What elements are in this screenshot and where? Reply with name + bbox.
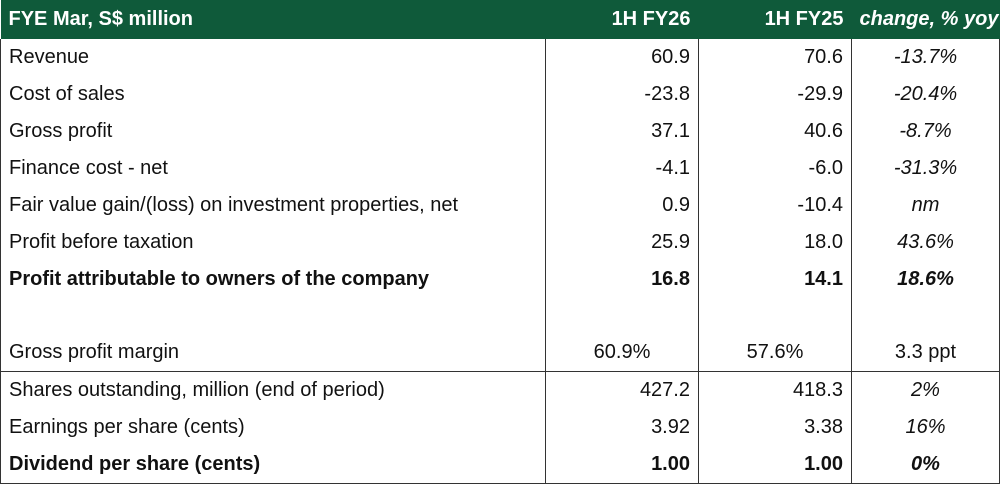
row-value-fy26: 3.92: [545, 409, 699, 446]
row-value-fy25: 57.6%: [698, 334, 852, 372]
row-value-fy26: -23.8: [545, 76, 699, 113]
table-row: Profit attributable to owners of the com…: [0, 261, 1000, 298]
table-row: Earnings per share (cents) 3.92 3.38 16%: [0, 409, 1000, 446]
row-value-fy25: 40.6: [698, 113, 852, 150]
row-change: 3.3 ppt: [851, 334, 1000, 372]
row-change: 2%: [851, 371, 1000, 409]
spacer-row: [0, 298, 1000, 334]
row-value-fy25: 70.6: [698, 39, 852, 76]
table-row: Profit before taxation 25.9 18.0 43.6%: [0, 224, 1000, 261]
row-label: Revenue: [0, 39, 546, 76]
header-1h-fy25: 1H FY25: [764, 8, 844, 30]
row-value-fy26: 37.1: [545, 113, 699, 150]
row-value-fy26: -4.1: [545, 150, 699, 187]
table-row: Gross profit 37.1 40.6 -8.7%: [0, 113, 1000, 150]
row-value-fy26: 60.9%: [545, 334, 699, 372]
row-label: Profit attributable to owners of the com…: [0, 261, 546, 298]
row-change: -8.7%: [851, 113, 1000, 150]
row-value-fy25: 1.00: [698, 446, 852, 484]
row-label: Earnings per share (cents): [0, 409, 546, 446]
table-row: Dividend per share (cents) 1.00 1.00 0%: [0, 446, 1000, 484]
row-value-fy26: 16.8: [545, 261, 699, 298]
row-value-fy26: 1.00: [545, 446, 699, 484]
table-row: Revenue 60.9 70.6 -13.7%: [0, 39, 1000, 76]
row-value-fy25: 14.1: [698, 261, 852, 298]
table-row: Shares outstanding, million (end of peri…: [0, 371, 1000, 409]
row-label: Finance cost - net: [0, 150, 546, 187]
row-label: Fair value gain/(loss) on investment pro…: [0, 187, 546, 224]
row-change: -31.3%: [851, 150, 1000, 187]
row-change: 43.6%: [851, 224, 1000, 261]
row-change: nm: [851, 187, 1000, 224]
table-row: Gross profit margin 60.9% 57.6% 3.3 ppt: [0, 334, 1000, 372]
row-label: Dividend per share (cents): [0, 446, 546, 484]
row-label: Cost of sales: [0, 76, 546, 113]
row-value-fy26: 60.9: [545, 39, 699, 76]
row-change: 16%: [851, 409, 1000, 446]
table-row: Finance cost - net -4.1 -6.0 -31.3%: [0, 150, 1000, 187]
row-value-fy26: 25.9: [545, 224, 699, 261]
row-value-fy25: -6.0: [698, 150, 852, 187]
row-value-fy25: 418.3: [698, 371, 852, 409]
row-label: Shares outstanding, million (end of peri…: [0, 371, 546, 409]
row-label: Gross profit margin: [0, 334, 546, 372]
row-change: 0%: [851, 446, 1000, 484]
row-label: Profit before taxation: [0, 224, 546, 261]
table-row: Fair value gain/(loss) on investment pro…: [0, 187, 1000, 224]
table-row: Cost of sales -23.8 -29.9 -20.4%: [0, 76, 1000, 113]
header-label: FYE Mar, S$ million: [8, 8, 194, 30]
row-value-fy25: -29.9: [698, 76, 852, 113]
row-change: 18.6%: [851, 261, 1000, 298]
row-value-fy25: -10.4: [698, 187, 852, 224]
row-label: Gross profit: [0, 113, 546, 150]
row-value-fy25: 18.0: [698, 224, 852, 261]
header-change: change, % yoy: [859, 8, 999, 30]
table-header-row: FYE Mar, S$ million 1H FY26 1H FY25 chan…: [0, 0, 1000, 39]
row-value-fy25: 3.38: [698, 409, 852, 446]
row-change: -20.4%: [851, 76, 1000, 113]
header-1h-fy26: 1H FY26: [611, 8, 691, 30]
row-value-fy26: 427.2: [545, 371, 699, 409]
row-value-fy26: 0.9: [545, 187, 699, 224]
row-change: -13.7%: [851, 39, 1000, 76]
